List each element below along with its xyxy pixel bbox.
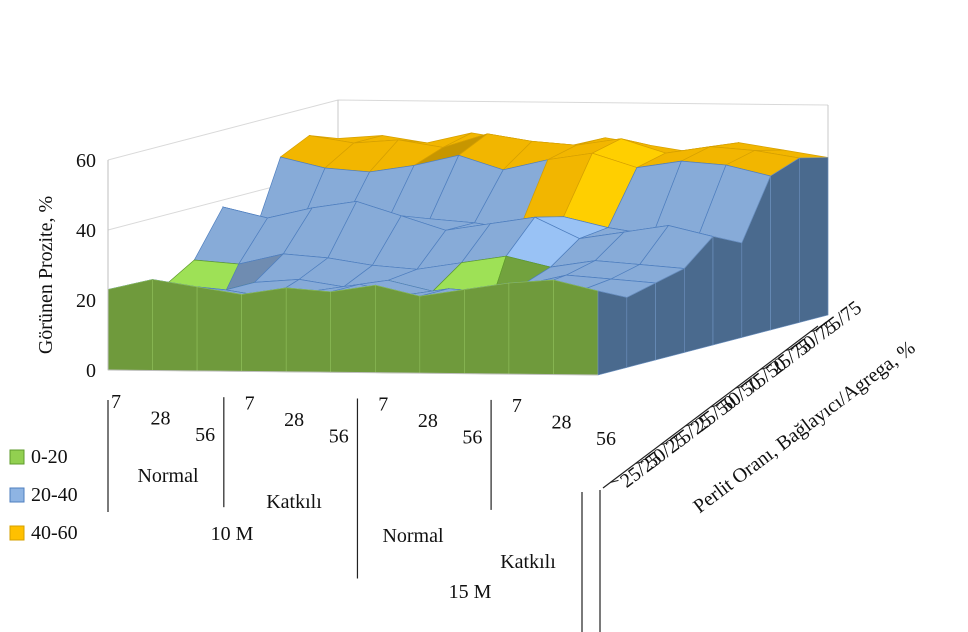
x-group-label: Normal: [382, 525, 444, 547]
x-tick-label: 28: [551, 412, 571, 434]
depth-tick: [610, 479, 619, 483]
x-group-label: Normal: [137, 465, 199, 487]
x-group-label: Katkılı: [266, 491, 322, 513]
front-wall: [196, 286, 242, 372]
x-tick-label: 56: [462, 427, 482, 449]
x-supergroup-label: 15 M: [449, 581, 492, 603]
x-tick-label: 28: [151, 407, 171, 429]
side-wall: [798, 157, 829, 323]
front-wall: [107, 279, 153, 371]
depth-tick: [710, 404, 719, 408]
front-wall: [285, 287, 332, 373]
x-group-label: Katkılı: [500, 551, 556, 573]
x-tick-label: 56: [195, 424, 215, 446]
front-wall: [464, 282, 510, 375]
legend-label: 0-20: [31, 446, 68, 468]
x-supergroup-label: 10 M: [211, 523, 254, 545]
depth-tick: [810, 329, 819, 333]
front-wall: [241, 287, 287, 373]
depth-tick: [735, 385, 744, 389]
legend-swatch: [9, 449, 25, 465]
front-wall: [374, 284, 421, 374]
front-wall: [419, 289, 465, 374]
side-wall: [770, 157, 800, 331]
z-tick-label: 20: [76, 290, 96, 312]
front-wall: [508, 279, 554, 375]
side-wall: [597, 290, 628, 376]
z-tick-label: 40: [76, 220, 96, 242]
side-wall: [626, 282, 656, 368]
x-tick-label: 7: [378, 394, 388, 416]
front-wall: [330, 284, 376, 374]
front-wall: [152, 279, 198, 372]
depth-tick: [760, 366, 769, 370]
surface-plot: [107, 132, 829, 376]
depth-axis-title: Perlit Oranı, Bağlayıcı/Agrega, %: [689, 337, 919, 518]
x-tick-label: 56: [596, 428, 616, 450]
side-wall: [712, 236, 743, 346]
legend-label: 20-40: [31, 484, 78, 506]
chart-legend: 0-20 20-40 40-60: [9, 446, 78, 544]
x-tick-label: 7: [245, 392, 255, 414]
x-tick-label: 7: [111, 391, 121, 413]
x-tick-label: 56: [329, 425, 349, 447]
x-tick-label: 28: [418, 410, 438, 432]
front-wall: [553, 279, 599, 376]
z-tick-label: 0: [86, 360, 96, 382]
z-axis-title: Görünen Prozite, %: [35, 196, 57, 354]
legend-label: 40-60: [31, 522, 78, 544]
legend-swatch: [9, 487, 25, 503]
x-tick-label: 7: [512, 395, 522, 417]
depth-tick: [785, 348, 794, 351]
side-wall: [655, 268, 685, 361]
depth-tick: [685, 423, 694, 427]
legend-swatch: [9, 525, 25, 541]
z-tick-label: 60: [76, 150, 96, 172]
x-axis-line: [107, 369, 599, 376]
depth-tick: [635, 461, 644, 464]
x-tick-label: 28: [284, 409, 304, 431]
depth-tick: [660, 442, 669, 446]
